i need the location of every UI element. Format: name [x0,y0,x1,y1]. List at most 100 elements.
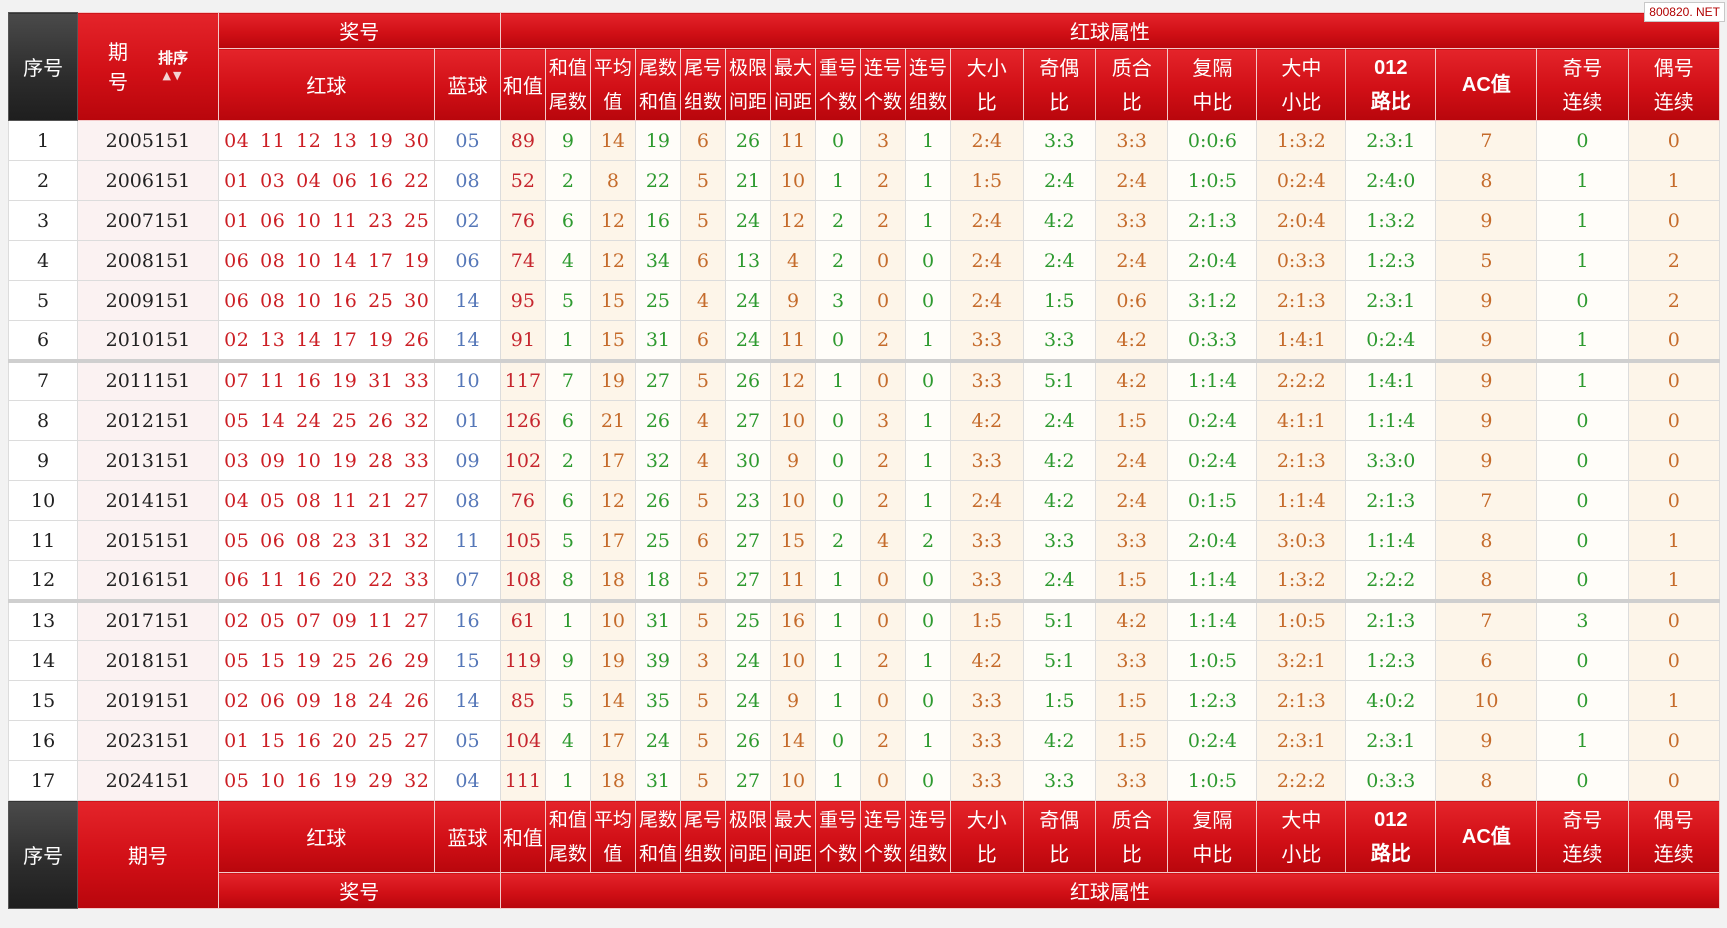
cell-attr-5: 24 [724,640,771,681]
cell-attr-3: 39 [634,640,681,681]
red-ball-number: 23 [368,209,394,232]
cell-attr-13: 0:0:6 [1167,120,1258,161]
cell-attr-1: 9 [544,120,591,161]
cell-red-balls: 01 06 10 11 23 25 [217,200,436,241]
cell-attr-8: 2 [860,640,907,681]
cell-attr-15: 2:3:1 [1345,720,1437,761]
red-ball-number: 11 [332,489,358,512]
cell-attr-14: 0:2:4 [1256,160,1347,201]
cell-attr-13: 0:2:4 [1167,720,1258,761]
table-row: 12 2016151 06 11 16 20 22 33 07 108 8 18 18 5 27 11 1 0 0 3… [7,560,1720,601]
cell-attr-4: 6 [679,320,726,361]
col-header-attr-8: 连号 组数 [905,800,952,873]
red-ball-number: 19 [368,328,394,351]
col-header-line2: 个数 [864,842,903,865]
cell-attr-6: 12 [769,358,817,401]
cell-attr-10: 3:3 [950,760,1024,801]
col-header-line2: 个数 [864,90,903,113]
cell-red-balls: 05 10 16 19 29 32 [217,760,436,801]
sort-button[interactable]: 排序 ▲▼ [158,49,188,85]
red-ball-number: 26 [404,689,430,712]
cell-attr-13: 1:0:5 [1167,160,1258,201]
footer-group-award: 奖号 [217,872,501,909]
red-ball-number: 14 [296,328,322,351]
col-header-attr-17: 偶号 连续 [1627,48,1720,121]
col-header-attr-1: 平均值 [589,48,636,121]
col-header-line1: 和值 [548,56,587,79]
col-header-line1: 连号 [909,808,948,831]
cell-attr-13: 1:0:5 [1167,760,1258,801]
cell-attr-17: 0 [1536,480,1629,521]
red-ball-number: 09 [260,449,286,472]
cell-attr-10: 2:4 [950,120,1024,161]
red-ball-number: 06 [260,209,286,232]
col-header-line1: AC值 [1461,825,1511,848]
cell-attr-16: 5 [1435,240,1538,281]
col-header-line2: 比 [1049,841,1070,866]
cell-attr-11: 3:3 [1022,320,1096,361]
cell-attr-10: 3:3 [950,440,1024,481]
cell-attr-14: 1:1:4 [1256,480,1347,521]
table-row: 11 2015151 05 06 08 23 31 32 11 105 5 17 25 6 27 15 2 4 2 3… [7,520,1720,561]
cell-attr-5: 24 [724,680,771,721]
cell-attr-10: 3:3 [950,720,1024,761]
col-header-line1: 连号 [864,808,903,831]
cell-attr-4: 4 [679,400,726,441]
cell-attr-0: 61 [499,598,546,641]
col-header-line1: 大小 [966,55,1007,80]
cell-attr-5: 27 [724,560,771,601]
cell-attr-12: 3:3 [1094,120,1169,161]
cell-attr-2: 18 [589,760,636,801]
col-header-line1: 和值 [548,808,587,831]
cell-attr-6: 14 [769,720,817,761]
table-row: 7 2011151 07 11 16 19 31 33 10 117 7 19 27 5 26 12 1 0 0 3:… [7,358,1720,401]
cell-attr-3: 32 [634,440,681,481]
cell-attr-15: 4:0:2 [1345,680,1437,721]
col-header-line1: 尾数 [638,808,677,831]
col-header-attr-15: AC值 [1435,800,1538,873]
cell-attr-3: 27 [634,358,681,401]
cell-attr-2: 17 [589,440,636,481]
cell-attr-12: 4:2 [1094,598,1169,641]
cell-attr-13: 0:2:4 [1167,440,1258,481]
cell-attr-6: 10 [769,160,817,201]
cell-attr-5: 24 [724,320,771,361]
cell-attr-18: 0 [1627,120,1720,161]
red-ball-number: 22 [404,169,430,192]
cell-attr-2: 15 [589,320,636,361]
cell-attr-9: 0 [905,240,952,281]
cell-attr-11: 4:2 [1022,440,1096,481]
cell-attr-15: 2:4:0 [1345,160,1437,201]
col-header-line1: 连号 [864,56,903,79]
cell-attr-17: 1 [1536,320,1629,361]
red-ball-number: 27 [404,729,430,752]
red-ball-number: 02 [224,610,250,633]
red-ball-number: 10 [296,449,322,472]
col-header-line2: 比 [1121,89,1142,114]
cell-attr-12: 2:4 [1094,440,1169,481]
col-header-attr-2: 尾数 和值 [634,48,681,121]
cell-attr-5: 23 [724,480,771,521]
cell-attr-17: 0 [1536,280,1629,321]
col-header-line1: 大小 [966,807,1007,832]
cell-attr-16: 8 [1435,520,1538,561]
cell-attr-2: 15 [589,280,636,321]
col-header-period[interactable]: 期号排序 ▲▼ [77,12,219,121]
cell-red-balls: 04 05 08 11 21 27 [217,480,436,521]
col-header-line1: 奇偶 [1039,807,1080,832]
cell-attr-17: 3 [1536,598,1629,641]
cell-red-balls: 02 06 09 18 24 26 [217,680,436,721]
red-ball-number: 19 [332,449,358,472]
cell-blue-ball: 02 [434,200,501,241]
cell-seq: 11 [7,520,79,561]
col-header-attr-13: 大中 小比 [1256,48,1347,121]
cell-period: 2007151 [77,200,219,241]
cell-attr-13: 0:2:4 [1167,400,1258,441]
col-header-line1: 极限 [728,808,767,831]
cell-attr-4: 5 [679,720,726,761]
cell-red-balls: 06 08 10 16 25 30 [217,280,436,321]
col-header-line2: 路比 [1370,842,1411,865]
cell-attr-16: 8 [1435,160,1538,201]
table-row: 13 2017151 02 05 07 09 11 27 16 61 1 10 31 5 25 16 1 0 0 1:… [7,598,1720,641]
red-ball-number: 07 [296,610,322,633]
